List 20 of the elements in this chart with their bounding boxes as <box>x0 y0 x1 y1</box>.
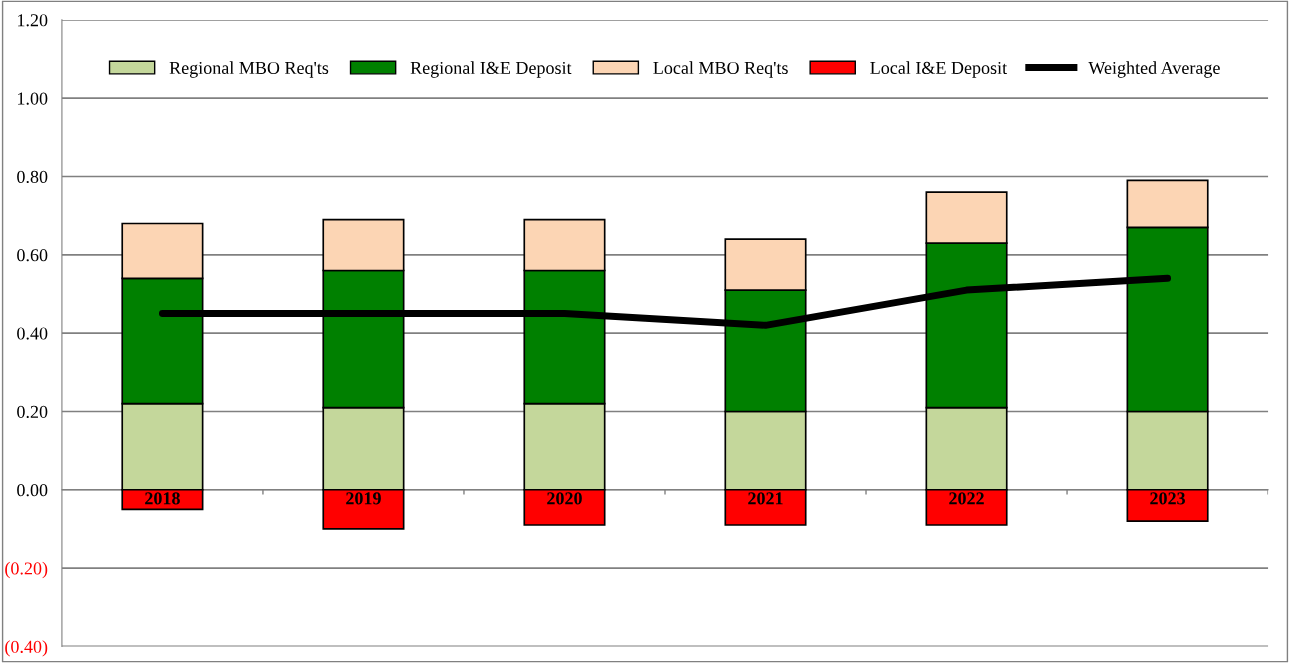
legend-label: Local I&E Deposit <box>870 61 1008 78</box>
legend-label: Regional MBO Req'ts <box>169 61 329 78</box>
y-tick-label: (0.20) <box>5 561 48 579</box>
y-tick-label: 0.20 <box>17 405 48 418</box>
y-tick-label: 0.60 <box>17 249 48 262</box>
y-tick-label: (0.40) <box>5 640 48 657</box>
legend-label: Weighted Average <box>1088 61 1220 78</box>
x-tick-label: 2018 <box>145 492 180 505</box>
x-tick-label: 2019 <box>346 492 381 505</box>
legend-label: Regional I&E Deposit <box>410 61 572 78</box>
x-tick-label: 2020 <box>547 492 582 505</box>
legend-label: Local MBO Req'ts <box>653 61 788 78</box>
y-tick-label: 0.80 <box>17 170 48 184</box>
y-tick-label: 0.40 <box>17 327 48 340</box>
y-tick-label: 0.00 <box>17 484 48 497</box>
y-tick-label: 1.00 <box>18 92 48 105</box>
x-tick-label: 2022 <box>949 492 984 505</box>
x-tick-label: 2021 <box>748 492 783 505</box>
y-tick-label: 1.20 <box>18 14 48 27</box>
x-tick-label: 2023 <box>1150 492 1185 505</box>
